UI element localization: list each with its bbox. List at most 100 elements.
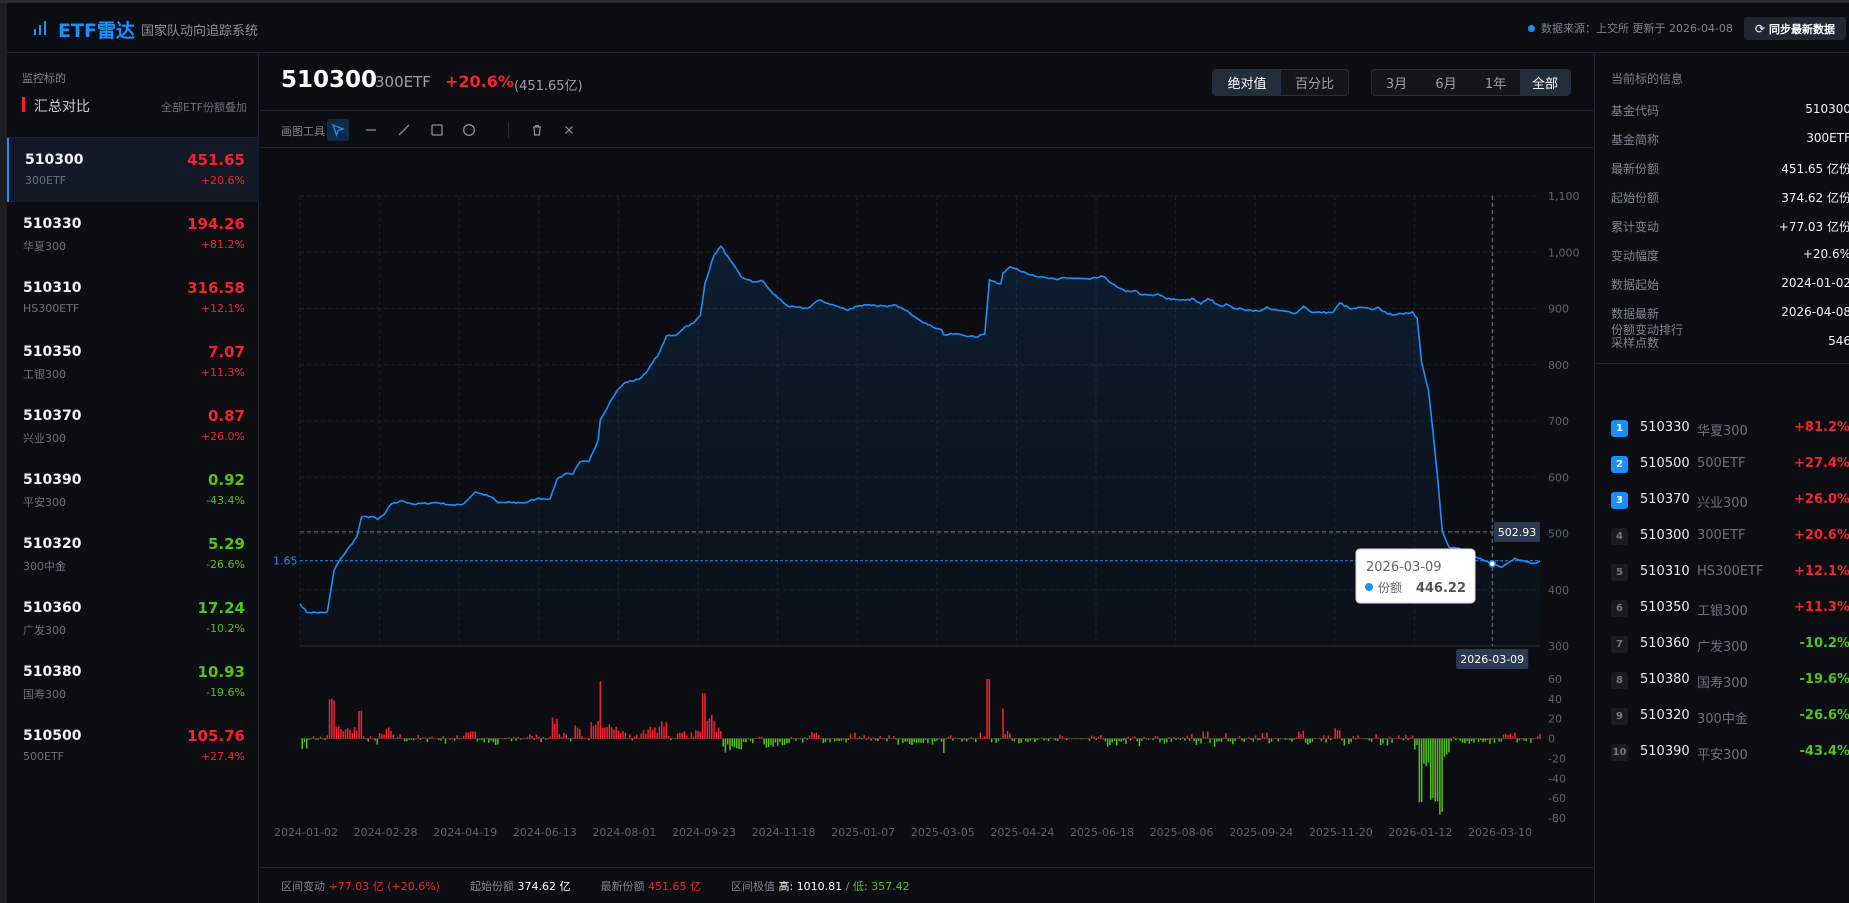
range-1y-button[interactable]: 1年 — [1484, 77, 1507, 92]
volume-tick-label: 40 — [1548, 693, 1562, 706]
volume-bar — [683, 731, 686, 739]
volume-bar — [895, 738, 897, 740]
volume-bar — [1186, 735, 1189, 739]
ranking-row[interactable]: 10 510390 平安300 -43.4% — [1611, 743, 1849, 763]
summary-compare-link[interactable]: 汇总对比 — [34, 99, 90, 115]
info-row: 最新份额 451.65 亿份 — [1611, 160, 1849, 180]
sidebar-item-510320[interactable]: 510320 300中金 5.29 -26.6% — [7, 522, 259, 586]
sync-data-button[interactable]: ⟳ 同步最新数据 — [1744, 17, 1846, 40]
volume-bar — [453, 738, 456, 741]
ranking-row[interactable]: 7 510360 广发300 -10.2% — [1611, 635, 1849, 655]
volume-bar — [852, 738, 854, 739]
range-all-button[interactable]: 全部 — [1520, 70, 1570, 95]
volume-bar — [1229, 738, 1232, 742]
sidebar-item-510310[interactable]: 510310 HS300ETF 316.58 +12.1% — [7, 266, 259, 330]
range-3m-button[interactable]: 3月 — [1385, 77, 1408, 92]
ranking-row[interactable]: 8 510380 国寿300 -19.6% — [1611, 671, 1849, 691]
tooltip-value: 446.22 — [1416, 581, 1466, 596]
rank-pct: -43.4% — [1799, 744, 1849, 759]
volume-bar — [1156, 736, 1159, 739]
volume-bar — [563, 733, 565, 739]
info-row: 数据起始 2024-01-02 — [1611, 276, 1849, 296]
volume-bar — [524, 737, 526, 739]
ranking-row[interactable]: 1 510330 华夏300 +81.2% — [1611, 419, 1849, 439]
volume-bar — [1279, 738, 1282, 740]
rank-pct: +26.0% — [1794, 492, 1849, 507]
volume-bar — [972, 738, 975, 740]
volume-bar — [494, 738, 497, 745]
range-6m-button[interactable]: 6月 — [1435, 77, 1457, 92]
volume-bar — [888, 735, 890, 739]
volume-bar — [340, 728, 342, 739]
sidebar-item-510370[interactable]: 510370 兴业300 0.87 +26.0% — [7, 394, 259, 458]
volume-bar — [1436, 738, 1439, 802]
ranking-row[interactable]: 9 510320 300中金 -26.6% — [1611, 707, 1849, 727]
info-row: 基金简称 300ETF — [1611, 131, 1849, 151]
volume-bar — [1525, 738, 1528, 742]
overlay-all-link[interactable]: 全部ETF份额叠加 — [161, 101, 247, 114]
volume-bar — [761, 736, 763, 739]
volume-bar — [776, 738, 779, 746]
volume-bar — [1261, 733, 1264, 739]
ranking-row[interactable]: 5 510310 HS300ETF +12.1% — [1611, 563, 1849, 583]
ranking-row[interactable]: 2 510500 500ETF +27.4% — [1611, 455, 1849, 475]
volume-bar — [672, 737, 674, 739]
sidebar-item-510330[interactable]: 510330 华夏300 194.26 +81.2% — [7, 202, 259, 266]
volume-bar — [531, 735, 533, 739]
ranking-row[interactable]: 4 510300 300ETF +20.6% — [1611, 527, 1849, 547]
volume-bar — [1191, 733, 1193, 739]
volume-bar — [822, 738, 825, 744]
volume-bar — [915, 738, 918, 744]
volume-bar — [1179, 738, 1182, 740]
sidebar-item-510500[interactable]: 510500 500ETF 105.76 +27.4% — [7, 714, 259, 778]
volume-bar — [990, 738, 993, 743]
refresh-icon: ⟳ — [1754, 21, 1766, 36]
volume-bar — [1241, 738, 1243, 741]
volume-bar — [854, 732, 856, 739]
volume-bar — [676, 733, 679, 739]
delete-drawings-button[interactable] — [526, 119, 548, 141]
volume-bar — [792, 738, 795, 740]
volume-bar — [1411, 735, 1414, 739]
clear-drawing-button[interactable] — [558, 119, 580, 141]
sidebar-item-510350[interactable]: 510350 工银300 7.07 +11.3% — [7, 330, 259, 394]
volume-bar — [913, 738, 916, 743]
volume-bar — [594, 724, 597, 739]
circle-tool-button[interactable] — [458, 119, 480, 141]
volume-bar — [306, 738, 308, 749]
volume-bar — [1207, 731, 1209, 739]
line-tool-button[interactable] — [393, 119, 415, 141]
volume-bar — [1482, 738, 1484, 743]
horizontal-line-tool-button[interactable] — [360, 119, 382, 141]
volume-bar — [817, 735, 820, 739]
volume-bar — [437, 738, 440, 740]
rect-tool-button[interactable] — [426, 119, 448, 141]
mode-percent-button[interactable]: 百分比 — [1294, 77, 1334, 92]
volume-bar — [831, 738, 834, 740]
volume-bar — [394, 738, 397, 740]
sidebar-item-510380[interactable]: 510380 国寿300 10.93 -19.6% — [7, 650, 259, 714]
volume-bar — [1457, 738, 1459, 740]
volume-bar — [1118, 738, 1120, 741]
volume-bar — [1031, 738, 1034, 740]
volume-bar — [579, 729, 581, 739]
volume-bar — [1095, 738, 1098, 740]
rank-badge: 8 — [1611, 672, 1628, 689]
volume-bar — [440, 738, 442, 741]
volume-bar — [335, 726, 338, 739]
item-name: 兴业300 — [23, 432, 66, 445]
mode-absolute-button[interactable]: 绝对值 — [1213, 70, 1281, 95]
sidebar-item-510360[interactable]: 510360 广发300 17.24 -10.2% — [7, 586, 259, 650]
ranking-row[interactable]: 3 510370 兴业300 +26.0% — [1611, 491, 1849, 511]
ranking-row[interactable]: 6 510350 工银300 +11.3% — [1611, 599, 1849, 619]
volume-bar — [1200, 738, 1202, 744]
sidebar-item-510300[interactable]: 510300 300ETF 451.65 +20.6% — [7, 138, 259, 202]
volume-bar — [387, 727, 390, 739]
volume-bar — [1298, 731, 1300, 739]
status-dot-icon — [1528, 25, 1535, 32]
sidebar-item-510390[interactable]: 510390 平安300 0.92 -43.4% — [7, 458, 259, 522]
volume-bar — [1061, 736, 1063, 739]
pointer-tool-button[interactable] — [327, 119, 349, 141]
rank-name: 国寿300 — [1697, 676, 1748, 691]
share-chart[interactable]: 3004005006007008009001,0001,1002024-01-0… — [260, 149, 1594, 867]
